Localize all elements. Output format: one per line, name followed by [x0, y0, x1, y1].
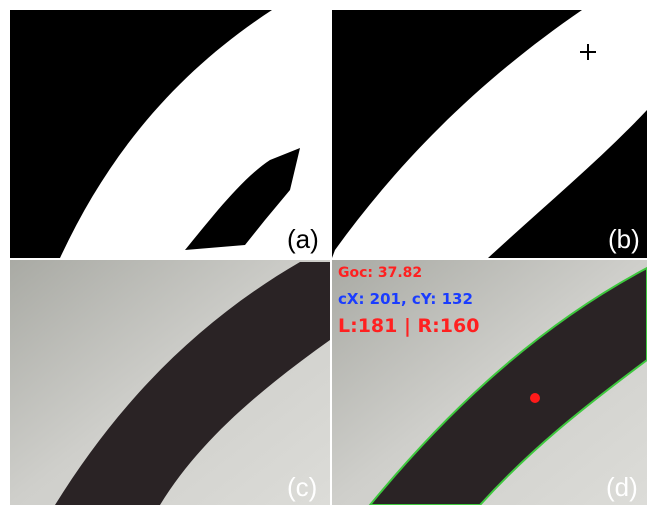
panel-label: (b) [608, 224, 640, 254]
page: (a) (b) (c) Goc: 37.82 cX: 201, cY: 132 … [0, 0, 647, 506]
overlay-text: Goc: 37.82 [338, 265, 422, 281]
panel-d: Goc: 37.82 cX: 201, cY: 132 L:181 | R:16… [332, 260, 647, 505]
panel-c: (c) [10, 260, 330, 505]
panel-a: (a) [10, 10, 330, 258]
panel-label: (c) [287, 472, 317, 502]
overlay-text: cX: 201, cY: 132 [338, 290, 473, 308]
figure: (a) (b) (c) Goc: 37.82 cX: 201, cY: 132 … [0, 0, 647, 506]
panel-label: (d) [606, 472, 638, 502]
panel-b: (b) [332, 10, 647, 258]
overlay-text: L:181 | R:160 [338, 315, 479, 337]
panel-label: (a) [287, 224, 319, 254]
